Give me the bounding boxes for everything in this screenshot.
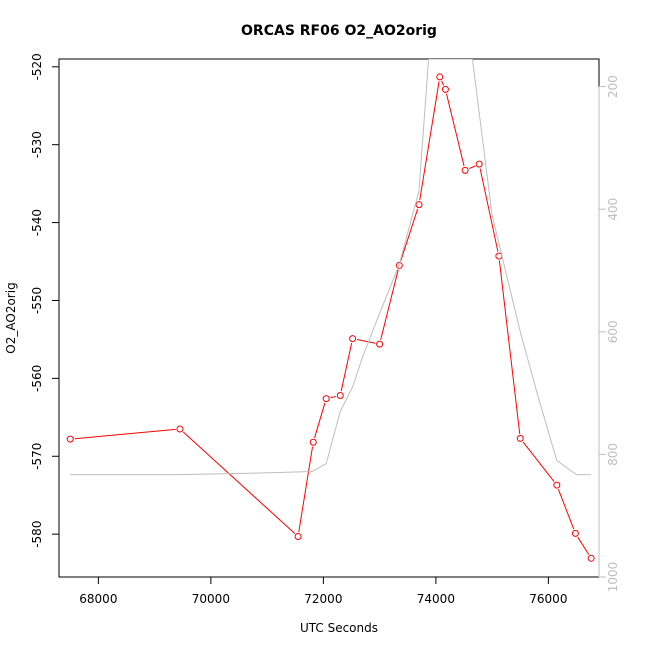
y2-tick-label: 1000 [606, 562, 620, 593]
x-tick-label: 76000 [529, 592, 567, 606]
series-line-segment [400, 208, 419, 262]
chart-title: ORCAS RF06 O2_AO2orig [241, 23, 437, 39]
y-tick-label: -580 [30, 521, 44, 548]
y2-tick-label: 400 [606, 198, 620, 221]
series-0 [66, 73, 595, 562]
series-line-segment [74, 428, 176, 440]
data-point [516, 434, 524, 442]
data-point [322, 395, 330, 403]
data-point [587, 554, 595, 562]
series-line-segment [498, 260, 521, 434]
series-line-segment [182, 431, 296, 534]
series-line [70, 59, 592, 476]
data-point [553, 481, 561, 489]
data-point [294, 532, 302, 540]
y2-axis: 200 400 600 800 1000 [598, 75, 620, 593]
series-line-segment [298, 446, 314, 533]
data-point [376, 340, 384, 348]
y-tick-label: -550 [30, 287, 44, 314]
data-point [441, 85, 449, 93]
y-axis-label: O2_AO2orig [4, 282, 18, 353]
data-point [415, 201, 423, 209]
plot-frame [58, 58, 600, 578]
series-line-segment [522, 441, 555, 482]
data-point [395, 261, 403, 269]
y-tick-label: -540 [30, 209, 44, 236]
x-tick-label: 70000 [192, 592, 230, 606]
y2-tick-label: 800 [606, 443, 620, 466]
series-line-segment [380, 269, 399, 340]
y-tick-label: -560 [30, 365, 44, 392]
y-axis: -580 -570 -560 -550 -540 -530 -520 [30, 53, 60, 548]
x-tick-label: 72000 [304, 592, 342, 606]
data-point [571, 529, 579, 537]
series-line-segment [577, 536, 590, 555]
series-layer [66, 59, 595, 562]
x-axis-label: UTC Seconds [300, 621, 378, 635]
series-1 [70, 59, 592, 476]
x-tick-label: 74000 [417, 592, 455, 606]
y-tick-label: -530 [30, 131, 44, 158]
data-point [336, 392, 344, 400]
series-line-segment [469, 165, 476, 170]
data-point [349, 335, 357, 343]
x-tick-label: 68000 [79, 592, 117, 606]
series-line-segment [446, 93, 465, 167]
y-tick-label: -520 [30, 53, 44, 80]
data-point [66, 435, 74, 443]
data-point [475, 160, 483, 168]
series-line-segment [419, 81, 440, 201]
data-point [436, 73, 444, 81]
series-line-segment [330, 395, 336, 399]
data-point [461, 166, 469, 174]
y2-tick-label: 200 [606, 75, 620, 98]
data-point [309, 438, 317, 446]
series-line-segment [340, 342, 353, 392]
series-line-segment [479, 168, 499, 252]
series-line-segment [441, 80, 445, 86]
series-line-segment [314, 402, 326, 439]
x-axis: 68000 70000 72000 74000 76000 [79, 576, 567, 606]
series-line-segment [356, 339, 376, 344]
y-tick-label: -570 [30, 443, 44, 470]
data-point [176, 425, 184, 433]
y2-tick-label: 600 [606, 320, 620, 343]
series-line-segment [557, 489, 575, 530]
